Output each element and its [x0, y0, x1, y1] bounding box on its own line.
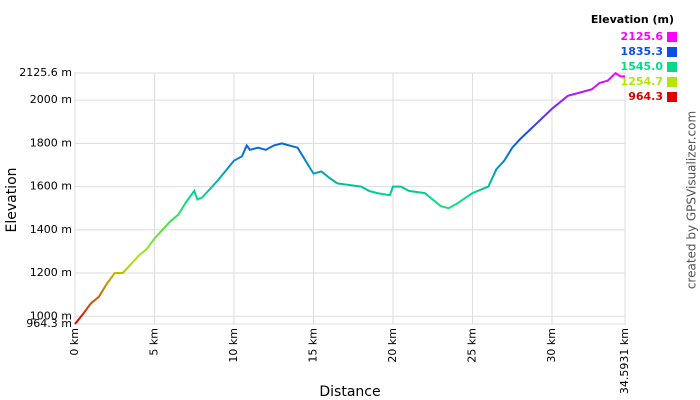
y-tick-label: 1600 m [30, 180, 72, 193]
x-axis-label: Distance [319, 384, 380, 400]
y-tick-label: 1000 m [30, 309, 72, 322]
x-tick-label: 0 km [68, 328, 81, 356]
legend-swatch [667, 92, 677, 102]
legend-label: 1835.3 [621, 45, 663, 58]
legend-label: 2125.6 [621, 30, 664, 43]
y-tick-label: 2125.6 m [19, 66, 72, 79]
x-tick-label: 20 km [386, 328, 399, 363]
credit: created by GPSVisualizer.com [685, 111, 699, 289]
plot-frame [74, 72, 626, 325]
x-tick-label: 10 km [227, 328, 240, 363]
y-tick-label: 2000 m [30, 93, 72, 106]
x-tick-label: 15 km [306, 328, 319, 363]
y-tick-label: 1800 m [30, 136, 72, 149]
x-tick-label: 5 km [147, 328, 160, 356]
elevation-line [74, 71, 625, 325]
legend-swatch [667, 62, 677, 72]
x-tick-label: 30 km [545, 328, 558, 363]
x-tick-label: 25 km [465, 328, 478, 363]
y-tick-label: 1400 m [30, 223, 72, 236]
legend-label: 1254.7 [621, 75, 663, 88]
legend-label: 964.3 [628, 90, 663, 103]
legend-swatch [667, 47, 677, 57]
y-axis-label: Elevation [4, 167, 20, 232]
x-tick-label: 34.5931 km [618, 328, 631, 394]
legend-swatch [667, 32, 677, 42]
legend-title: Elevation (m) [591, 13, 674, 26]
y-tick-label: 1200 m [30, 266, 72, 279]
y-tick-label: 964.3 m [26, 317, 72, 330]
legend-label: 1545.0 [621, 60, 664, 73]
legend-swatch [667, 77, 677, 87]
